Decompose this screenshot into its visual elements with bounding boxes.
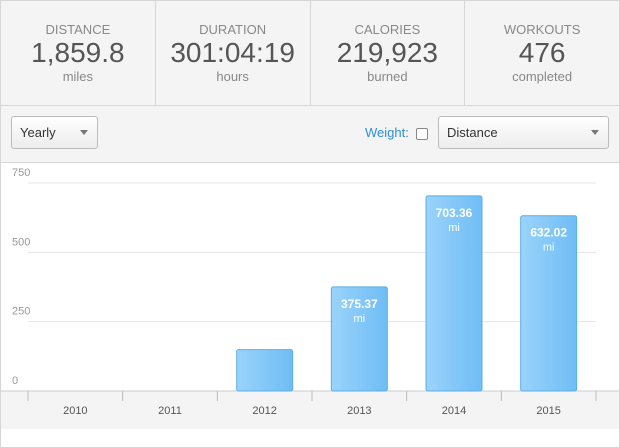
- stat-value: 1,859.8: [31, 37, 125, 68]
- value-unit: mi: [448, 222, 460, 234]
- bar: [425, 195, 483, 392]
- y-tick-label: 250: [12, 306, 30, 318]
- x-tick-label: 2015: [536, 405, 560, 417]
- value-unit: mi: [543, 242, 555, 254]
- stat-unit: burned: [367, 69, 408, 84]
- stat-value: 476: [518, 37, 566, 68]
- value-label: 375.37: [341, 297, 378, 311]
- value-label: 632.02: [530, 226, 567, 240]
- value-label: 703.36: [436, 206, 473, 220]
- y-tick-label: 500: [12, 236, 30, 248]
- bar: [330, 286, 388, 392]
- y-tick-label: 0: [12, 375, 18, 387]
- stat-cell: DURATION 301:04:19 hours: [156, 1, 311, 105]
- stat-unit: completed: [512, 69, 573, 84]
- x-tick-label: 2011: [158, 405, 182, 417]
- stat-label: DISTANCE: [45, 22, 111, 37]
- y-tick-label: 750: [12, 167, 30, 179]
- stats-bar: DISTANCE 1,859.8 miles DURATION 301:04:19 hou…: [1, 1, 619, 106]
- stat-label: CALORIES: [354, 22, 421, 37]
- stat-cell: DISTANCE 1,859.8 miles: [1, 1, 156, 105]
- x-tick-label: 2013: [347, 405, 371, 417]
- stat-label: WORKOUTS: [503, 22, 581, 37]
- x-axis-band: [1, 391, 619, 429]
- stat-value: 301:04:19: [170, 37, 295, 68]
- stat-unit: hours: [216, 69, 249, 84]
- period-select[interactable]: Yearly: [11, 116, 98, 149]
- metric-select[interactable]: Distance: [438, 116, 609, 149]
- stat-value: 219,923: [336, 37, 438, 68]
- weight-label: Weight:: [365, 125, 409, 140]
- bar: [236, 349, 294, 392]
- value-unit: mi: [354, 313, 366, 325]
- stat-label: DURATION: [199, 22, 267, 37]
- x-tick-label: 2010: [63, 405, 87, 417]
- x-tick-label: 2014: [442, 405, 466, 417]
- stat-cell: CALORIES 219,923 burned: [311, 1, 466, 105]
- x-tick-label: 2012: [252, 405, 276, 417]
- stat-cell: WORKOUTS 476 completed: [465, 1, 619, 105]
- bar: [520, 215, 578, 392]
- chart: 0 250 500 750 2010 2011 2012 2013 375.37 mi 2014 70…: [1, 167, 619, 429]
- stat-unit: miles: [62, 69, 94, 84]
- weight-checkbox[interactable]: [416, 128, 428, 140]
- controls: Yearly Weight: Distance: [1, 106, 619, 163]
